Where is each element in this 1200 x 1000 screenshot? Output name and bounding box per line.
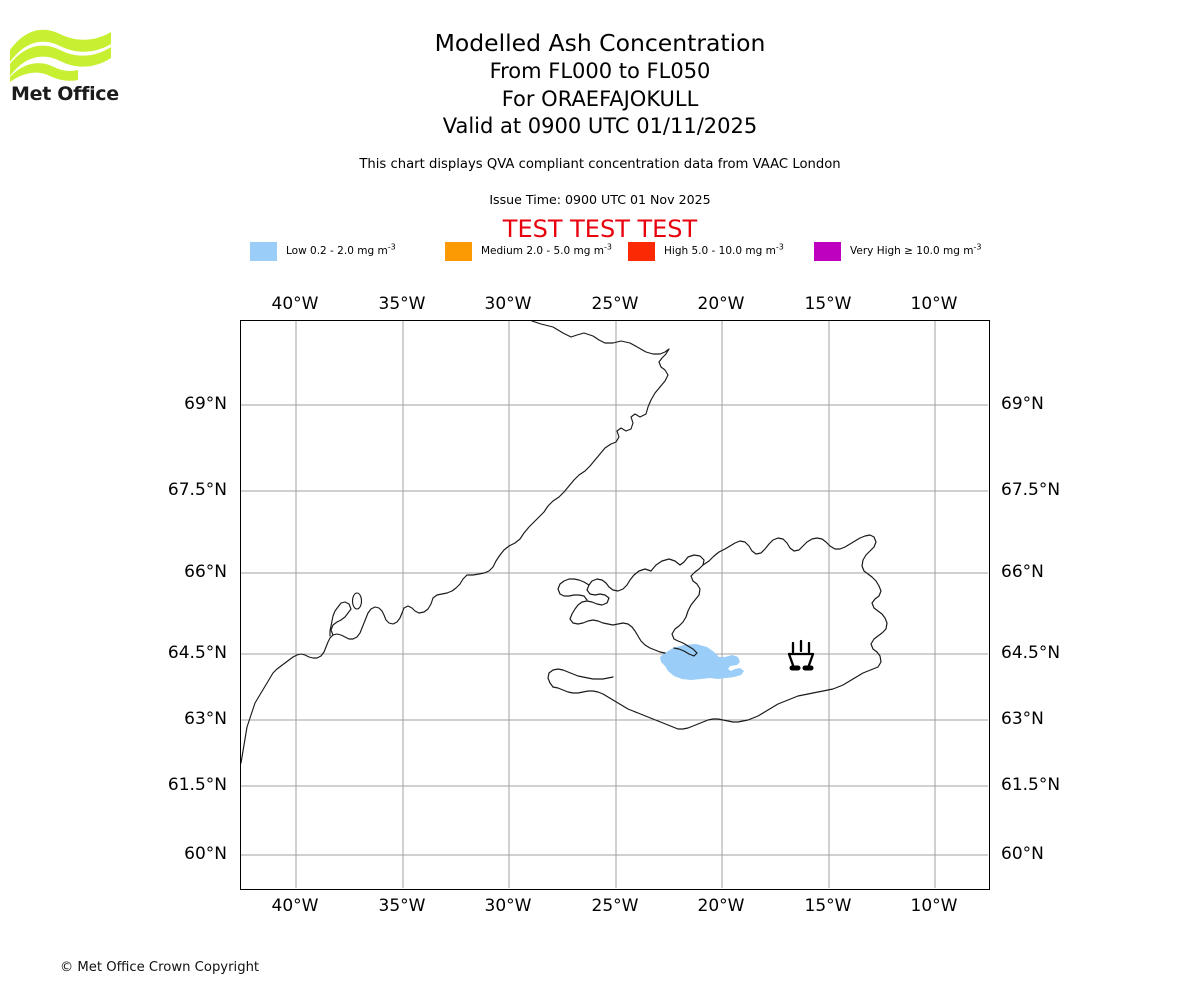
volcano-marker-icon	[787, 639, 815, 671]
lon-tick-top-5: 15°W	[804, 294, 852, 314]
subtitle-valid-time: Valid at 0900 UTC 01/11/2025	[442, 114, 758, 138]
lon-tick-bottom-1: 35°W	[378, 896, 426, 916]
legend-item-0: Low 0.2 - 2.0 mg m-3	[250, 241, 396, 261]
legend-swatch-0	[250, 241, 277, 261]
lon-tick-bottom-6: 10°W	[910, 896, 958, 916]
lon-tick-top-1: 35°W	[378, 294, 426, 314]
legend-item-3: Very High ≥ 10.0 mg m-3	[814, 241, 981, 261]
lat-tick-left-5: 61.5°N	[167, 775, 227, 795]
map-canvas	[241, 321, 988, 888]
coastline-greenland-peninsula	[329, 601, 352, 637]
lon-tick-top-2: 30°W	[484, 294, 532, 314]
lon-tick-top-0: 40°W	[271, 294, 319, 314]
legend-swatch-1	[445, 241, 472, 261]
lat-tick-left-1: 67.5°N	[167, 480, 227, 500]
test-banner: TEST TEST TEST	[502, 215, 698, 243]
coastline-iceland	[569, 554, 705, 657]
lat-tick-right-1: 67.5°N	[1001, 480, 1061, 500]
coastline-greenland	[241, 321, 670, 764]
lat-tick-right-6: 60°N	[1001, 844, 1044, 864]
coastline-iceland-westfjords	[557, 578, 590, 601]
copyright-notice: © Met Office Crown Copyright	[60, 960, 260, 975]
lat-tick-left-4: 63°N	[184, 709, 227, 729]
lat-tick-left-6: 60°N	[184, 844, 227, 864]
map-plot-frame	[240, 320, 990, 890]
lat-tick-left-3: 64.5°N	[167, 643, 227, 663]
map-gridlines	[241, 321, 988, 888]
chart-title-block: Modelled Ash Concentration From FL000 to…	[0, 28, 1200, 141]
legend-item-2: High 5.0 - 10.0 mg m-3	[628, 241, 784, 261]
lon-tick-top-3: 25°W	[591, 294, 639, 314]
legend-label-1: Medium 2.0 - 5.0 mg m-3	[481, 242, 612, 257]
lon-tick-top-4: 20°W	[697, 294, 745, 314]
legend-label-0: Low 0.2 - 2.0 mg m-3	[286, 242, 396, 257]
page-title: Modelled Ash Concentration	[434, 29, 766, 57]
lat-tick-left-2: 66°N	[184, 562, 227, 582]
legend-swatch-2	[628, 241, 655, 261]
logo-wordmark: Met Office	[11, 83, 119, 105]
met-office-logo: Met Office	[8, 20, 158, 105]
lat-tick-right-2: 66°N	[1001, 562, 1044, 582]
lat-tick-right-0: 69°N	[1001, 394, 1044, 414]
coastline-iceland-southwest	[547, 668, 614, 688]
legend-label-3: Very High ≥ 10.0 mg m-3	[850, 242, 982, 257]
lat-tick-left-0: 69°N	[184, 394, 227, 414]
issue-time: Issue Time: 0900 UTC 01 Nov 2025	[489, 192, 711, 207]
lon-tick-bottom-5: 15°W	[804, 896, 852, 916]
lat-tick-right-4: 63°N	[1001, 709, 1044, 729]
lon-tick-bottom-0: 40°W	[271, 896, 319, 916]
lon-tick-bottom-2: 30°W	[484, 896, 532, 916]
lat-tick-right-5: 61.5°N	[1001, 775, 1061, 795]
legend-label-2: High 5.0 - 10.0 mg m-3	[664, 242, 784, 257]
lon-tick-top-6: 10°W	[910, 294, 958, 314]
legend-item-1: Medium 2.0 - 5.0 mg m-3	[445, 241, 612, 261]
subtitle-flight-levels: From FL000 to FL050	[489, 59, 711, 83]
lat-tick-right-3: 64.5°N	[1001, 643, 1061, 663]
concentration-legend: Low 0.2 - 2.0 mg m-3 Medium 2.0 - 5.0 mg …	[240, 241, 1000, 263]
coastline-greenland-island	[351, 592, 363, 610]
met-office-wave-icon	[10, 29, 111, 82]
subtitle-volcano: For ORAEFAJOKULL	[501, 86, 699, 111]
lon-tick-bottom-3: 25°W	[591, 896, 639, 916]
coastline-iceland-north-east	[552, 534, 888, 730]
lon-tick-bottom-4: 20°W	[697, 896, 745, 916]
map-container: 40°W 40°W 35°W 35°W 30°W 30°W 25°W 25°W 20°W 20°W…	[168, 294, 1060, 916]
ash-plume-low	[660, 644, 744, 680]
qva-note: This chart displays QVA compliant concen…	[359, 157, 841, 172]
legend-swatch-3	[814, 241, 841, 261]
